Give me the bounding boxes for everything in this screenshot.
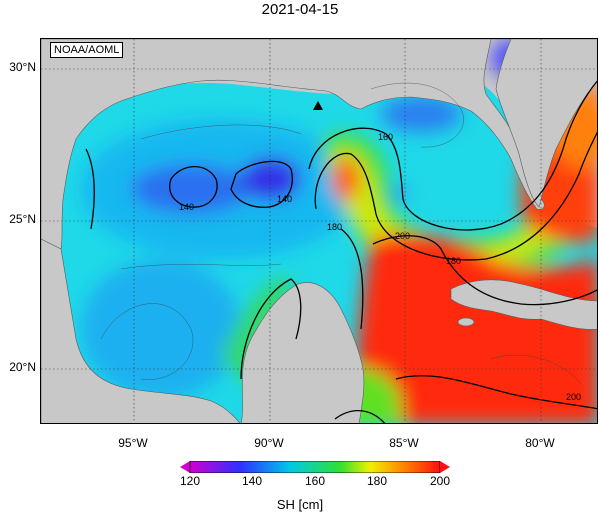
lat-label-20n: 20°N (9, 360, 36, 374)
contour-label: 180 (327, 222, 342, 232)
contour-140-west (169, 165, 218, 208)
contour-label: 200 (566, 392, 581, 402)
credit-label: NOAA/AOML (50, 42, 124, 58)
contour-lines-thin (100, 82, 582, 385)
contour-200 (372, 235, 597, 306)
contour-label: 200 (395, 231, 410, 241)
contour-160-yucatan (240, 278, 302, 380)
contour-160 (308, 80, 597, 231)
lat-label-30n: 30°N (9, 60, 36, 74)
lon-label-95w: 95°W (118, 436, 148, 450)
lon-label-90w: 90°W (254, 436, 284, 450)
graticule (41, 39, 597, 423)
colorbar-tick: 160 (304, 474, 326, 488)
colorbar-max-arrow (440, 461, 450, 473)
contour-180-southwest (334, 410, 385, 423)
contour-label: 180 (446, 256, 461, 266)
contour-lines (85, 80, 597, 423)
contour-180-south (340, 228, 364, 330)
triangle-marker-icon (313, 101, 323, 110)
contour-200-south (395, 375, 597, 410)
colorbar-tick: 140 (241, 474, 263, 488)
colorbar (180, 460, 450, 474)
map-title: 2021-04-15 (261, 1, 339, 18)
colorbar-tick: 120 (179, 474, 201, 488)
map-canvas: 140 140 160 180 180 200 200 (41, 39, 597, 423)
colorbar-min-arrow (180, 461, 190, 473)
lat-label-25n: 25°N (9, 212, 36, 226)
contour-140-east (230, 160, 293, 208)
colorbar-graphic (180, 460, 450, 474)
sea-height-map: 140 140 160 180 180 200 200 (40, 38, 598, 424)
lon-label-80w: 80°W (525, 436, 555, 450)
contour-160-west (85, 148, 95, 230)
contour-180-loop (314, 131, 597, 261)
contour-label: 140 (277, 194, 292, 204)
colorbar-label: SH [cm] (276, 497, 324, 512)
colorbar-tick: 200 (429, 474, 451, 488)
contour-label-group: 140 140 160 180 180 200 200 (179, 132, 581, 402)
colorbar-tick: 180 (366, 474, 388, 488)
land (41, 39, 597, 423)
contour-label: 160 (378, 132, 393, 142)
contour-label: 140 (179, 202, 194, 212)
lon-label-85w: 85°W (389, 436, 419, 450)
